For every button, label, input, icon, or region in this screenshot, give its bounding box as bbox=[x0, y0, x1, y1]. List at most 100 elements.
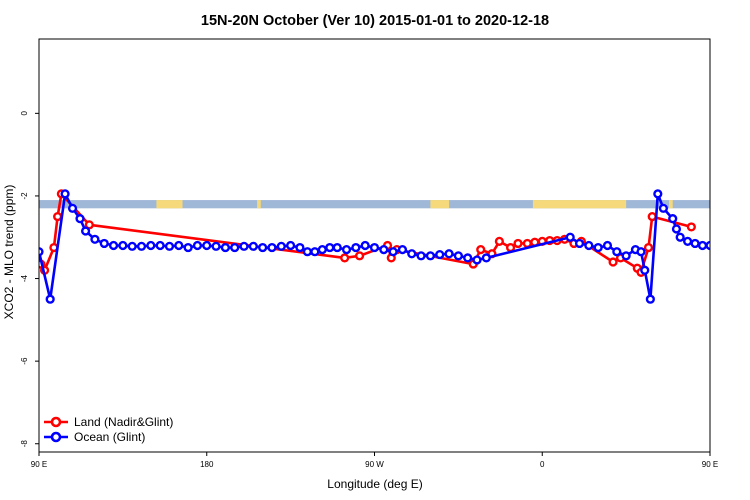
land-patch bbox=[430, 200, 450, 209]
data-point bbox=[593, 242, 603, 253]
x-axis: 90 E 180 90 W 0 90 E bbox=[31, 452, 718, 469]
data-point bbox=[340, 253, 350, 263]
data-point bbox=[317, 245, 327, 255]
data-point bbox=[267, 242, 277, 253]
data-point bbox=[183, 242, 193, 253]
y-tick-label: -8 bbox=[20, 440, 29, 448]
data-point bbox=[202, 240, 212, 251]
data-point bbox=[379, 245, 389, 255]
data-point bbox=[584, 240, 594, 251]
data-point bbox=[675, 232, 685, 242]
data-point bbox=[239, 241, 249, 251]
data-point bbox=[75, 214, 85, 224]
land-patch bbox=[532, 200, 627, 209]
data-point bbox=[108, 240, 119, 251]
data-point bbox=[513, 238, 523, 249]
data-point bbox=[341, 245, 352, 255]
ocean-band bbox=[39, 200, 710, 209]
data-point bbox=[325, 242, 335, 253]
data-point bbox=[90, 234, 100, 244]
data-point bbox=[127, 241, 137, 251]
data-point bbox=[612, 247, 622, 257]
data-point bbox=[472, 255, 482, 265]
data-point bbox=[84, 220, 94, 230]
y-tick-label: -4 bbox=[20, 274, 29, 282]
land-patch bbox=[257, 200, 261, 209]
data-point bbox=[174, 240, 184, 251]
data-point bbox=[522, 238, 532, 249]
data-point bbox=[192, 240, 203, 251]
data-point bbox=[671, 224, 682, 234]
data-point bbox=[45, 294, 55, 304]
data-point bbox=[505, 242, 516, 253]
data-point bbox=[155, 240, 165, 251]
land-patch bbox=[668, 200, 673, 209]
data-point bbox=[416, 251, 426, 261]
y-tick-label: -2 bbox=[20, 192, 29, 200]
data-point bbox=[653, 189, 663, 199]
data-point bbox=[574, 238, 585, 249]
data-point bbox=[80, 226, 91, 236]
data-point bbox=[258, 242, 268, 253]
data-point bbox=[211, 241, 221, 251]
data-point bbox=[351, 242, 361, 253]
data-point bbox=[608, 257, 618, 267]
data-point bbox=[565, 232, 575, 242]
data-point bbox=[310, 247, 320, 257]
data-point bbox=[435, 249, 445, 260]
data-point bbox=[621, 251, 631, 261]
data-point bbox=[53, 211, 63, 222]
legend-marker bbox=[50, 416, 62, 428]
data-point bbox=[302, 247, 313, 257]
series-ocean bbox=[39, 189, 742, 304]
data-point bbox=[647, 211, 657, 222]
data-point bbox=[136, 241, 147, 251]
x-tick-label: 0 bbox=[540, 460, 545, 469]
legend-marker bbox=[50, 431, 62, 443]
x-axis-title: Longitude (deg E) bbox=[327, 477, 422, 491]
data-point bbox=[476, 245, 486, 255]
series-layer bbox=[39, 189, 742, 304]
data-point bbox=[640, 265, 650, 275]
land-patch bbox=[156, 200, 183, 209]
data-point bbox=[636, 247, 646, 257]
legend-item-ocean: Ocean (Glint) bbox=[44, 430, 145, 444]
data-point bbox=[360, 240, 370, 251]
legend: Land (Nadir&Glint)Ocean (Glint) bbox=[44, 415, 173, 444]
data-point bbox=[276, 241, 286, 251]
data-point bbox=[67, 203, 78, 213]
data-point bbox=[332, 242, 342, 253]
data-point bbox=[286, 240, 296, 251]
data-point bbox=[230, 242, 240, 253]
data-point bbox=[683, 236, 693, 246]
x-tick-label: 90 W bbox=[365, 460, 384, 469]
data-point bbox=[494, 236, 504, 246]
data-point bbox=[39, 247, 44, 257]
data-point bbox=[735, 243, 742, 250]
data-point bbox=[725, 243, 732, 250]
x-tick-label: 180 bbox=[200, 460, 214, 469]
data-point bbox=[444, 249, 454, 259]
data-point bbox=[686, 222, 696, 232]
data-point bbox=[99, 238, 109, 249]
y-axis-title: XCO2 - MLO trend (ppm) bbox=[2, 185, 16, 320]
data-point bbox=[220, 242, 230, 253]
data-point bbox=[248, 241, 258, 251]
data-point bbox=[716, 243, 723, 250]
data-point bbox=[658, 203, 669, 213]
data-point bbox=[354, 251, 365, 261]
data-point bbox=[463, 253, 473, 263]
legend-label: Land (Nadir&Glint) bbox=[74, 415, 173, 429]
data-point bbox=[146, 240, 156, 251]
data-point bbox=[164, 241, 175, 251]
legend-item-land: Land (Nadir&Glint) bbox=[44, 415, 173, 429]
data-point bbox=[295, 242, 305, 253]
data-point bbox=[645, 294, 655, 304]
legend-label: Ocean (Glint) bbox=[74, 430, 145, 444]
data-point bbox=[481, 253, 491, 263]
y-tick-label: -6 bbox=[20, 357, 29, 365]
data-point bbox=[397, 245, 408, 255]
data-point bbox=[453, 251, 463, 261]
data-point bbox=[690, 238, 700, 249]
